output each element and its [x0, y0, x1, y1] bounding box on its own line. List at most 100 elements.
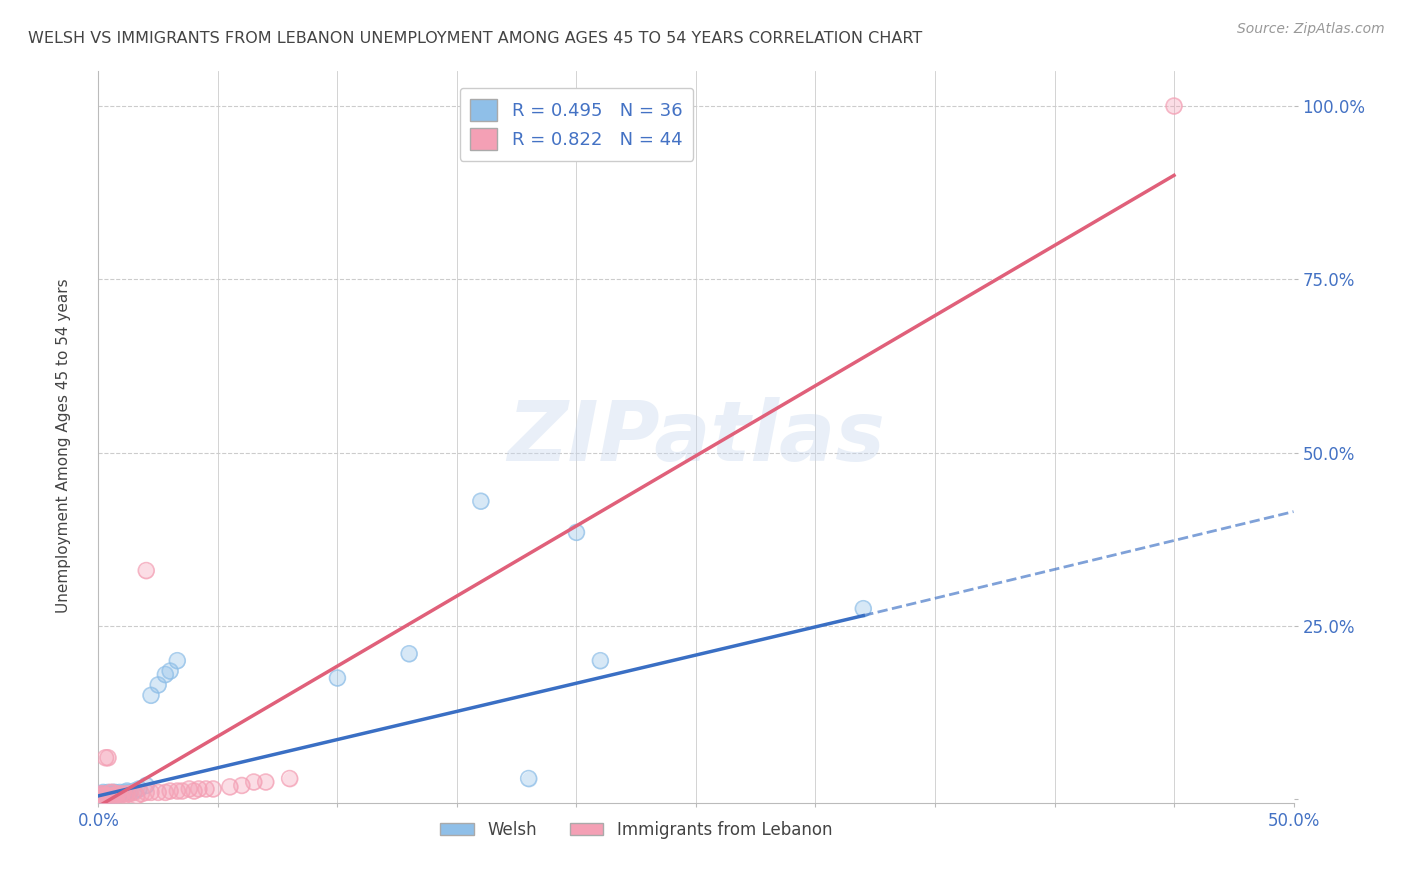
Point	[91, 789, 114, 803]
Point	[148, 678, 170, 692]
Point	[104, 789, 127, 803]
Point	[90, 789, 112, 803]
Point	[114, 789, 136, 803]
Point	[118, 787, 141, 801]
Point	[104, 789, 127, 803]
Point	[97, 785, 120, 799]
Point	[108, 785, 131, 799]
Point	[108, 785, 131, 799]
Point	[91, 785, 114, 799]
Point	[148, 785, 170, 799]
Point	[159, 784, 181, 798]
Point	[159, 664, 181, 678]
Point	[166, 784, 188, 798]
Point	[124, 785, 146, 799]
Point	[135, 564, 157, 578]
Point	[94, 750, 117, 764]
Point	[128, 781, 150, 796]
Point	[90, 789, 112, 803]
Point	[104, 785, 127, 799]
Point	[278, 772, 301, 786]
Point	[219, 780, 242, 794]
Point	[91, 787, 114, 801]
Point	[326, 671, 349, 685]
Point	[94, 789, 117, 803]
Point	[104, 789, 127, 803]
Point	[104, 789, 127, 803]
Point	[219, 780, 242, 794]
Point	[1163, 99, 1185, 113]
Point	[104, 789, 127, 803]
Point	[107, 787, 129, 801]
Point	[101, 789, 124, 803]
Point	[104, 789, 127, 803]
Text: WELSH VS IMMIGRANTS FROM LEBANON UNEMPLOYMENT AMONG AGES 45 TO 54 YEARS CORRELAT: WELSH VS IMMIGRANTS FROM LEBANON UNEMPLO…	[28, 31, 922, 46]
Point	[107, 787, 129, 801]
Point	[97, 750, 120, 764]
Point	[115, 784, 138, 798]
Point	[98, 789, 122, 803]
Point	[187, 781, 209, 796]
Point	[98, 785, 122, 799]
Point	[231, 779, 253, 793]
Point	[91, 787, 114, 801]
Point	[107, 787, 129, 801]
Point	[565, 525, 588, 540]
Point	[101, 785, 124, 799]
Point	[90, 787, 112, 801]
Point	[135, 785, 157, 799]
Point	[148, 678, 170, 692]
Point	[202, 781, 225, 796]
Point	[139, 689, 162, 703]
Point	[97, 789, 120, 803]
Point	[231, 779, 253, 793]
Point	[183, 784, 205, 798]
Point	[470, 494, 492, 508]
Point	[398, 647, 420, 661]
Point	[98, 789, 122, 803]
Point	[111, 787, 134, 801]
Text: Unemployment Among Ages 45 to 54 years: Unemployment Among Ages 45 to 54 years	[56, 278, 70, 614]
Point	[98, 789, 122, 803]
Point	[166, 654, 188, 668]
Point	[94, 789, 117, 803]
Point	[97, 789, 120, 803]
Point	[114, 785, 136, 799]
Point	[90, 789, 112, 803]
Point	[97, 750, 120, 764]
Point	[135, 779, 157, 793]
Point	[517, 772, 540, 786]
Point	[115, 787, 138, 801]
Text: ZIPatlas: ZIPatlas	[508, 397, 884, 477]
Point	[118, 785, 141, 799]
Point	[101, 785, 124, 799]
Point	[159, 784, 181, 798]
Point	[179, 781, 201, 796]
Point	[115, 787, 138, 801]
Point	[118, 785, 141, 799]
Legend: Welsh, Immigrants from Lebanon: Welsh, Immigrants from Lebanon	[433, 814, 839, 846]
Point	[91, 789, 114, 803]
Point	[852, 601, 875, 615]
Point	[139, 785, 162, 799]
Point	[589, 654, 612, 668]
Point	[135, 785, 157, 799]
Point	[159, 664, 181, 678]
Point	[98, 787, 122, 801]
Point	[91, 787, 114, 801]
Point	[114, 789, 136, 803]
Point	[101, 789, 124, 803]
Point	[124, 785, 146, 799]
Point	[131, 787, 153, 801]
Point	[187, 781, 209, 796]
Point	[91, 787, 114, 801]
Point	[98, 785, 122, 799]
Point	[155, 785, 177, 799]
Point	[90, 789, 112, 803]
Point	[101, 789, 124, 803]
Point	[852, 601, 875, 615]
Point	[91, 789, 114, 803]
Point	[90, 787, 112, 801]
Point	[179, 781, 201, 796]
Point	[517, 772, 540, 786]
